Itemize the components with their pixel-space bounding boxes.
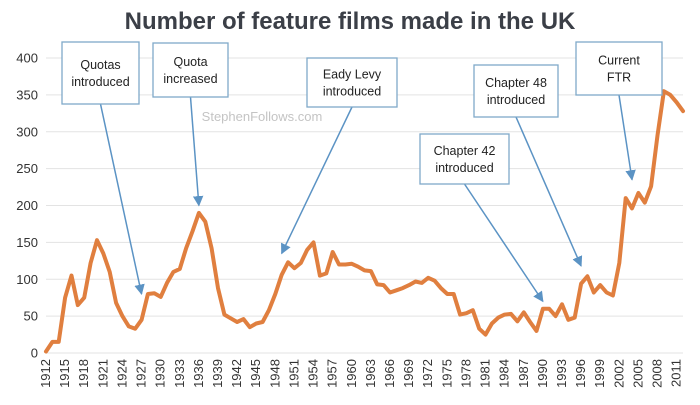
annotation-label: Eady Levy	[323, 68, 382, 82]
series-line	[44, 89, 685, 354]
annotation-label: Current	[598, 54, 640, 68]
y-tick-label: 250	[16, 161, 38, 176]
x-tick-label: 1984	[497, 359, 512, 388]
x-tick-label: 1948	[267, 359, 282, 388]
x-tick-label: 1918	[76, 359, 91, 388]
x-tick-label: 1987	[516, 359, 531, 388]
x-axis-ticks: 1912 1915 1918 1921 1924 1927 1930 1933 1936 1939…	[38, 359, 684, 388]
annotation-label: Chapter 48	[485, 76, 547, 90]
x-tick-label: 2005	[630, 359, 645, 388]
annotation-arrow	[99, 103, 145, 296]
annotation-box	[473, 64, 559, 118]
annotation: Quotas introduced	[61, 41, 145, 296]
annotation-label: introduced	[487, 93, 545, 107]
x-tick-label: 1981	[478, 359, 493, 388]
x-tick-label: 1960	[344, 359, 359, 388]
y-tick-label: 400	[16, 51, 38, 66]
y-axis-ticks: 0 50 100 150 200 250 300 350 400	[16, 51, 38, 361]
series-layer	[44, 89, 685, 354]
annotation: Eady Levy introduced	[281, 57, 398, 255]
x-tick-label: 1990	[535, 359, 550, 388]
annotation: Current FTR	[575, 41, 663, 181]
annotation-label: introduced	[435, 161, 493, 175]
y-tick-label: 350	[16, 87, 38, 102]
annotation-label: FTR	[607, 71, 631, 85]
x-tick-label: 1921	[95, 359, 110, 388]
x-tick-label: 1996	[573, 359, 588, 388]
annotation-box	[419, 133, 510, 185]
annotation-arrow	[189, 96, 204, 207]
y-tick-label: 100	[16, 272, 38, 287]
annotation-label: Quota	[173, 55, 207, 69]
annotation-label: increased	[163, 72, 217, 86]
x-tick-label: 2011	[669, 359, 684, 387]
annotation: Chapter 42 introduced	[419, 133, 544, 303]
annotation-label: Chapter 42	[434, 144, 496, 158]
x-tick-label: 1945	[248, 359, 263, 388]
x-tick-label: 1936	[191, 359, 206, 388]
x-tick-label: 1999	[592, 359, 607, 388]
x-tick-label: 1966	[382, 359, 397, 388]
x-tick-label: 1993	[554, 359, 569, 388]
x-tick-label: 1933	[172, 359, 187, 388]
annotation-arrow	[618, 94, 636, 181]
annotation-arrow	[463, 183, 544, 303]
annotation: Quota increased	[152, 42, 229, 207]
x-tick-label: 1912	[38, 359, 53, 388]
y-tick-label: 200	[16, 198, 38, 213]
x-tick-label: 1942	[229, 359, 244, 388]
x-tick-label: 1930	[153, 359, 168, 388]
annotation-label: Quotas	[80, 58, 120, 72]
x-tick-label: 1957	[325, 359, 340, 388]
x-tick-label: 1975	[439, 359, 454, 388]
watermark: StephenFollows.com	[202, 109, 323, 124]
annotation-label: introduced	[323, 85, 381, 99]
x-tick-label: 1954	[306, 359, 321, 388]
chart-title: Number of feature films made in the UK	[125, 8, 576, 35]
annotation-label: introduced	[71, 75, 129, 89]
x-tick-label: 1972	[420, 359, 435, 388]
x-tick-label: 1963	[363, 359, 378, 388]
annotation-arrow	[515, 116, 583, 267]
x-tick-label: 2008	[650, 359, 665, 388]
annotation-box	[575, 41, 663, 96]
x-tick-label: 1951	[286, 359, 301, 388]
annotation: Chapter 48 introduced	[473, 64, 583, 267]
y-tick-label: 0	[31, 346, 38, 361]
y-tick-label: 150	[16, 235, 38, 250]
x-tick-label: 1978	[458, 359, 473, 388]
annotation-box	[306, 57, 398, 108]
x-tick-label: 1924	[114, 359, 129, 388]
y-tick-label: 50	[24, 309, 38, 324]
x-tick-label: 2002	[611, 359, 626, 388]
annotations: Quotas introduced Quota increased Eady Levy i…	[61, 41, 663, 303]
annotation-arrow	[281, 106, 353, 255]
x-tick-label: 1939	[210, 359, 225, 388]
x-tick-label: 1969	[401, 359, 416, 388]
annotation-box	[61, 41, 140, 105]
x-tick-label: 1927	[134, 359, 149, 388]
annotation-box	[152, 42, 229, 98]
x-tick-label: 1915	[57, 359, 72, 388]
y-tick-label: 300	[16, 124, 38, 139]
